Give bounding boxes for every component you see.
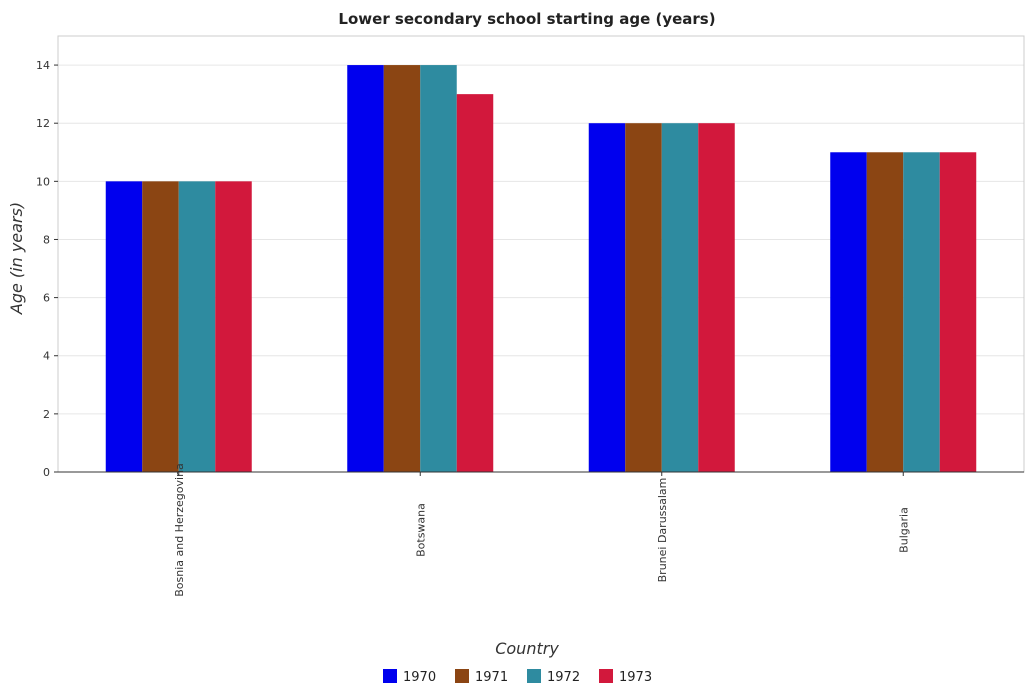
legend-swatch-1971 bbox=[455, 669, 469, 683]
chart-title: Lower secondary school starting age (yea… bbox=[338, 10, 715, 28]
y-tick-label: 10 bbox=[36, 175, 50, 188]
bar-1971-0 bbox=[142, 181, 179, 473]
x-axis-ticks: Bosnia and Herzegovina Botswana Brunei Dar… bbox=[173, 463, 911, 597]
y-tick-label: 0 bbox=[43, 466, 50, 479]
y-tick-label: 14 bbox=[36, 59, 50, 72]
bars bbox=[105, 65, 977, 473]
bar-1972-3 bbox=[903, 152, 940, 472]
legend-swatch-1970 bbox=[383, 669, 397, 683]
legend-swatch-1973 bbox=[599, 669, 613, 683]
bar-1970-3 bbox=[830, 152, 867, 472]
bar-1973-3 bbox=[939, 152, 977, 472]
bar-1973-2 bbox=[698, 123, 735, 472]
legend-label-1972: 1972 bbox=[547, 670, 580, 685]
bar-1972-0 bbox=[178, 181, 216, 473]
y-axis-ticks: 0 2 4 6 8 10 12 14 bbox=[36, 59, 1024, 479]
bar-1971-2 bbox=[625, 123, 662, 472]
legend-label-1973: 1973 bbox=[619, 670, 652, 685]
y-tick-label: 12 bbox=[36, 117, 50, 130]
bar-1970-0 bbox=[105, 181, 143, 473]
bar-1970-2 bbox=[588, 123, 626, 472]
bar-1972-1 bbox=[420, 65, 457, 473]
legend-label-1971: 1971 bbox=[475, 670, 508, 685]
x-tick-label: Botswana bbox=[414, 503, 427, 557]
legend-swatch-1972 bbox=[527, 669, 541, 683]
bar-1971-3 bbox=[866, 152, 904, 472]
bar-1971-1 bbox=[383, 65, 421, 473]
bar-1973-0 bbox=[215, 181, 252, 473]
y-tick-label: 8 bbox=[43, 233, 50, 246]
y-tick-label: 2 bbox=[43, 408, 50, 421]
x-tick-label: Brunei Darussalam bbox=[656, 478, 669, 583]
bar-1970-1 bbox=[347, 65, 384, 473]
x-tick-label: Bulgaria bbox=[897, 507, 910, 553]
y-axis-label: Age (in years) bbox=[7, 202, 26, 315]
legend-label-1970: 1970 bbox=[403, 670, 436, 685]
bar-1973-1 bbox=[456, 94, 494, 472]
y-tick-label: 4 bbox=[43, 350, 50, 363]
y-tick-label: 6 bbox=[43, 292, 50, 305]
bar-1972-2 bbox=[661, 123, 699, 472]
x-tick-label: Bosnia and Herzegovina bbox=[173, 463, 186, 597]
x-axis-label: Country bbox=[495, 639, 559, 658]
legend: 1970 1971 1972 1973 bbox=[383, 669, 652, 685]
